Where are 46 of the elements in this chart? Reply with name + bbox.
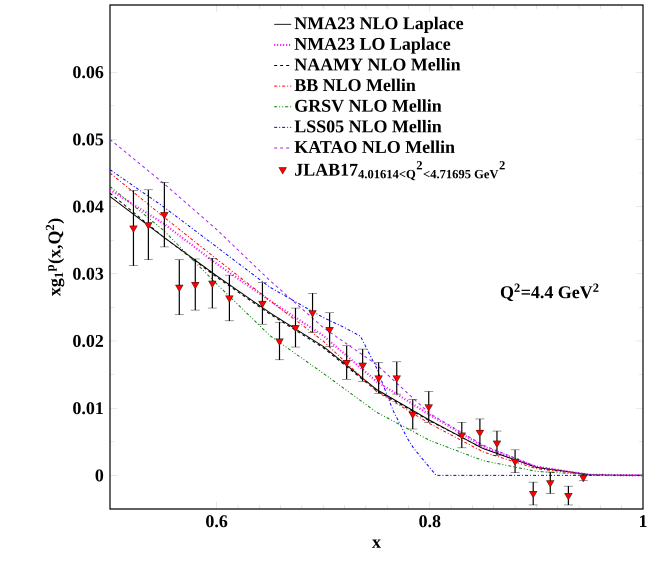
point [258,300,267,308]
y-tick-label: 0.02 [73,334,104,348]
point [358,362,367,370]
point [208,280,216,288]
point [342,360,351,368]
point [129,226,138,233]
point [476,430,484,438]
point [408,412,417,419]
point [424,404,433,412]
x-tick-label: 0.8 [419,515,440,528]
y-tick-label: 0 [96,469,104,482]
point [458,432,466,440]
legend-label: LSS05 NLO Mellin [294,120,442,132]
point [175,284,184,292]
point [291,325,300,332]
legend-label: NMA23 LO Laplace [294,37,450,54]
legend-label: JLAB17$_{4.01614<Q}$2<4.71695 GeV2 [295,161,505,180]
legend-label: NAAMY NLO Mellin [294,58,460,71]
point [546,480,554,488]
point [374,376,383,383]
y-tick-label: 0.05 [73,133,104,146]
annotation: Q$^{2}$=4.4 GeV$^{2}$ [500,284,598,302]
point [160,212,168,220]
point [144,222,152,230]
legend-label: NMA23 NLO Laplace [294,16,464,33]
y-axis-title: xg$_{1}$$^{p}$(x,Q$^{2}$) [46,218,64,296]
point [511,458,520,466]
point [529,491,538,498]
y-tick-label: 0.04 [73,200,104,213]
point [492,440,502,448]
legend-label: GRSV NLO Mellin [295,99,442,112]
point [225,296,234,303]
y-tick-label: 0.06 [73,66,104,78]
y-tick-label: 0.03 [73,268,104,280]
point [275,338,284,346]
point [326,327,334,334]
point [564,493,572,500]
y-tick-label: 0.01 [73,402,103,414]
point [392,376,401,383]
x-tick-label: 1 [640,515,647,528]
legend-label: BB NLO Mellin [294,78,416,92]
legend-label: KATAO NLO Mellin [294,140,455,154]
point [308,310,317,318]
point [191,282,200,290]
x-axis-title: x [372,540,381,548]
x-tick-label: 0.6 [206,515,228,528]
